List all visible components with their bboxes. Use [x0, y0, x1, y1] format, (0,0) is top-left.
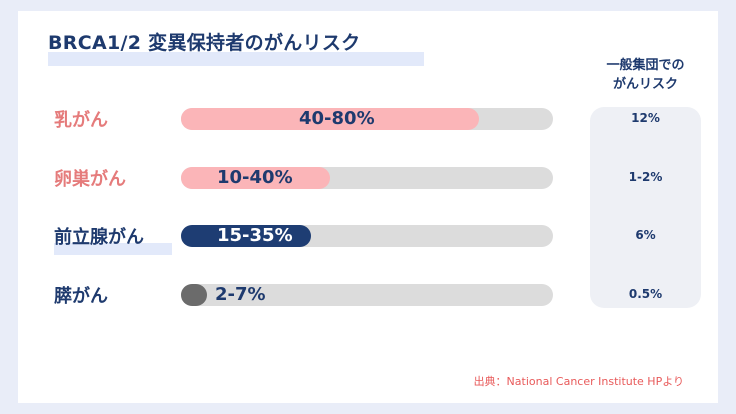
bar: [181, 167, 330, 189]
category-label: 前立腺がん: [54, 227, 144, 248]
bar-track: 15-35%: [181, 225, 553, 247]
general-risk-column: [590, 107, 701, 308]
chart-title-block: BRCA1/2 変異保持者のがんリスク: [48, 28, 424, 66]
data-label: 40-80%: [299, 108, 375, 129]
row-label-highlight: [54, 243, 172, 255]
category-label: 乳がん: [54, 110, 108, 131]
general-risk-value: 1-2%: [628, 170, 663, 184]
category-label: 膵がん: [54, 286, 108, 307]
data-label: 2-7%: [215, 284, 266, 305]
chart-title: BRCA1/2 変異保持者のがんリスク: [48, 32, 361, 54]
general-risk-header-line-1: 一般集団での: [606, 58, 685, 73]
bar: [181, 225, 312, 247]
chart-card: BRCA1/2 変異保持者のがんリスク 一般集団での がんリスク 乳がん 40-8…: [18, 11, 718, 403]
general-risk-value: 0.5%: [628, 287, 663, 301]
general-risk-header: 一般集団での がんリスク: [588, 56, 703, 94]
general-risk-header-line-2: がんリスク: [612, 77, 678, 92]
data-label: 10-40%: [217, 167, 293, 188]
bar-track: 40-80%: [181, 108, 553, 130]
category-label: 卵巣がん: [54, 169, 126, 190]
general-risk-value: 12%: [631, 111, 660, 125]
bar: [181, 108, 479, 130]
title-highlight: [48, 52, 424, 66]
general-risk-value: 6%: [635, 228, 656, 242]
bar-track: 2-7%: [181, 284, 553, 306]
data-label: 15-35%: [217, 225, 293, 246]
bar: [181, 284, 208, 306]
source-note: 出典：National Cancer Institute HPより: [473, 375, 684, 388]
bar-track: 10-40%: [181, 167, 553, 189]
